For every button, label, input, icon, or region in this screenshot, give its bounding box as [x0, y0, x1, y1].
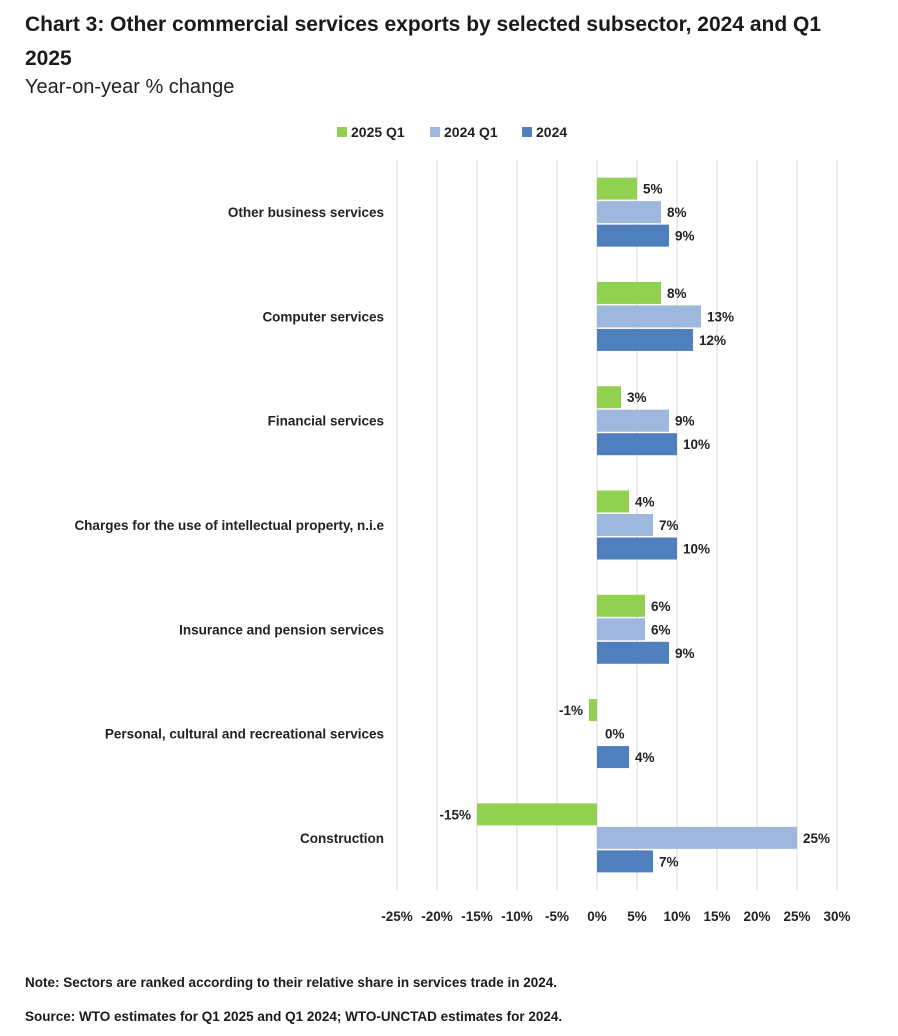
category-label: Financial services	[268, 414, 384, 429]
category-label: Computer services	[262, 309, 384, 324]
chart-source: Source: WTO estimates for Q1 2025 and Q1…	[25, 1009, 563, 1024]
x-tick-label: -20%	[421, 909, 453, 924]
data-label: 6%	[651, 622, 671, 637]
data-label: 9%	[675, 229, 695, 244]
bar-2024	[597, 224, 669, 247]
x-tick-label: -15%	[461, 909, 493, 924]
category-label: Other business services	[228, 205, 384, 220]
chart-note: Note: Sectors are ranked according to th…	[25, 975, 557, 990]
legend-swatch-2024	[522, 127, 532, 137]
chart-title: Chart 3: Other commercial services expor…	[25, 13, 822, 70]
legend-label: 2024 Q1	[444, 124, 498, 140]
data-label: 0%	[605, 727, 625, 742]
data-label: -1%	[559, 703, 583, 718]
bar-2024-q1	[597, 305, 701, 328]
data-label: 8%	[667, 286, 687, 301]
data-label: 4%	[635, 750, 655, 765]
bar-2024-q1	[597, 201, 661, 224]
x-tick-label: -5%	[545, 909, 569, 924]
data-label: 4%	[635, 495, 655, 510]
data-label: 10%	[683, 542, 710, 557]
bar-2025-q1	[597, 386, 621, 409]
legend-label: 2025 Q1	[351, 124, 405, 140]
chart-subtitle: Year-on-year % change	[25, 76, 235, 98]
bar-2024-q1	[597, 618, 645, 641]
data-label: 7%	[659, 518, 679, 533]
data-label: 13%	[707, 309, 734, 324]
legend-swatch-2024-q1	[430, 127, 440, 137]
category-label: Construction	[300, 831, 384, 846]
category-label: Insurance and pension services	[179, 622, 384, 637]
x-tick-label: 15%	[703, 909, 730, 924]
x-tick-label: 30%	[823, 909, 850, 924]
x-tick-label: -10%	[501, 909, 533, 924]
category-label: Personal, cultural and recreational serv…	[105, 727, 384, 742]
data-label: 9%	[675, 414, 695, 429]
bar-2024	[597, 850, 653, 873]
bar-2024	[597, 433, 677, 456]
bar-2025-q1	[589, 699, 597, 722]
x-tick-label: 5%	[627, 909, 647, 924]
x-tick-label: 10%	[663, 909, 690, 924]
data-label: 3%	[627, 390, 647, 405]
data-label: 25%	[803, 831, 830, 846]
data-label: -15%	[439, 807, 471, 822]
x-tick-label: 20%	[743, 909, 770, 924]
category-label: Charges for the use of intellectual prop…	[74, 518, 384, 533]
data-label: 7%	[659, 854, 679, 869]
data-label: 12%	[699, 333, 726, 348]
data-label: 8%	[667, 205, 687, 220]
legend-label: 2024	[536, 124, 567, 140]
bar-chart: 2025 Q1 2024 Q1 2024 -25% -20% -15% -10% -5% 0% 5…	[74, 124, 850, 924]
legend-swatch-2025-q1	[337, 127, 347, 137]
data-label: 10%	[683, 437, 710, 452]
bar-2024	[597, 328, 693, 351]
bar-2025-q1	[597, 594, 645, 617]
data-label: 9%	[675, 646, 695, 661]
data-label: 6%	[651, 599, 671, 614]
x-tick-label: 25%	[783, 909, 810, 924]
bar-2024	[597, 746, 629, 769]
bar-2024-q1	[597, 514, 653, 536]
bar-2024-q1	[597, 826, 797, 849]
bar-2025-q1	[597, 177, 637, 200]
bar-2024	[597, 537, 677, 560]
bar-2025-q1	[477, 803, 597, 826]
bar-2024	[597, 641, 669, 664]
bar-2025-q1	[597, 281, 661, 304]
x-tick-label: -25%	[381, 909, 413, 924]
bar-2025-q1	[597, 490, 629, 513]
x-tick-label: 0%	[587, 909, 607, 924]
bar-2024-q1	[597, 409, 669, 432]
data-label: 5%	[643, 182, 663, 197]
